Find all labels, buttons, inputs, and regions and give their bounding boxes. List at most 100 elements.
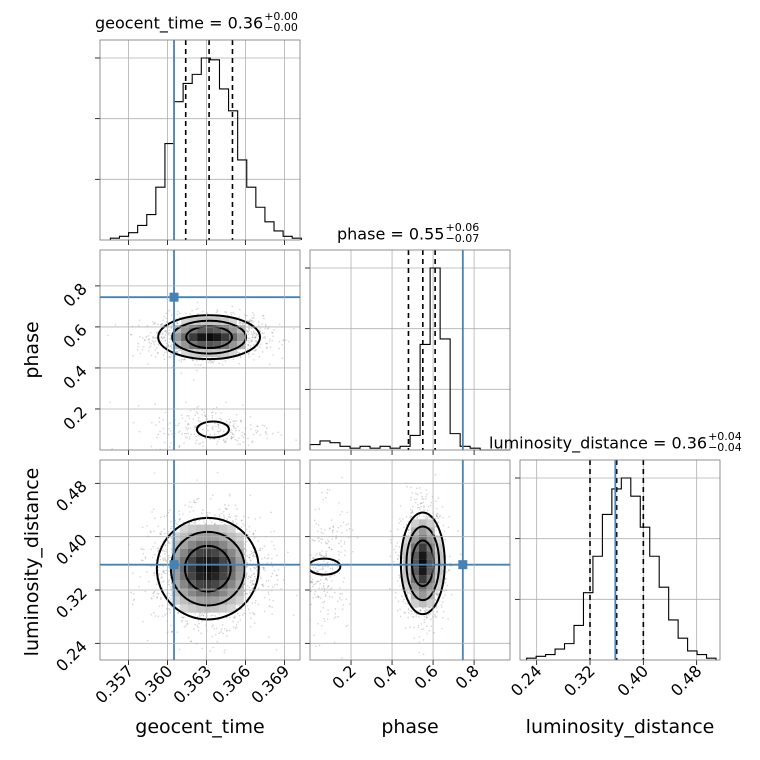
contour-secondary (310, 557, 342, 576)
histogram-geocent_time (109, 57, 302, 240)
density-cell (179, 540, 188, 549)
density-cell (402, 575, 411, 584)
contour-level-3 (155, 516, 260, 621)
panel-frame (309, 459, 511, 661)
panel-frame (99, 249, 301, 451)
contour-level-1 (183, 544, 232, 593)
density-cell (211, 524, 220, 533)
density-cell (235, 564, 244, 573)
density-cell (181, 317, 190, 326)
density-cell (181, 325, 190, 334)
density-cell (179, 572, 188, 581)
x-tick-label: 0.2 (328, 661, 359, 692)
density-cell (197, 341, 206, 350)
x-tick-label: 0.4 (369, 661, 400, 692)
x-tick-label: 0.360 (131, 661, 177, 707)
density-cell (426, 567, 435, 576)
density-cell (203, 564, 212, 573)
x-tick-label: 0.24 (507, 661, 546, 700)
density-cell (410, 535, 419, 544)
density-cell (187, 524, 196, 533)
density-cell (187, 572, 196, 581)
x-tick-label: 0.357 (92, 661, 138, 707)
density-cell (235, 548, 244, 557)
density-cell (211, 564, 220, 573)
panel-luminosity_distance-vs-geocent_time (100, 460, 300, 660)
density-cell (418, 551, 427, 560)
density-cell (410, 583, 419, 592)
y-tick-label: 0.8 (59, 279, 90, 310)
x-tick-label: 0.8 (451, 661, 482, 692)
density-cell (203, 596, 212, 605)
contour-level-1 (410, 539, 435, 588)
density-cell (235, 580, 244, 589)
density-cell (179, 588, 188, 597)
density-cell (195, 596, 204, 605)
density-cell (229, 325, 238, 334)
density-cell (418, 575, 427, 584)
density-cell (203, 548, 212, 557)
density-cell (211, 604, 220, 613)
density-cell (203, 604, 212, 613)
density-cell (187, 540, 196, 549)
density-cell (203, 540, 212, 549)
density-cell (402, 543, 411, 552)
density-cell (179, 548, 188, 557)
density-cell (227, 588, 236, 597)
x-tick-label: 0.6 (410, 661, 441, 692)
density-cell (195, 540, 204, 549)
density-cell (221, 333, 230, 342)
density-cell (418, 543, 427, 552)
density-cell (410, 519, 419, 528)
density-cell (426, 599, 435, 608)
density-cell (237, 333, 246, 342)
y-axis-label-phase: phase (21, 321, 43, 379)
density-cell (418, 519, 427, 528)
density-cell (227, 564, 236, 573)
panel-phase-hist (309, 249, 511, 451)
density-cell (203, 572, 212, 581)
density-cell (203, 556, 212, 565)
density-cell (181, 341, 190, 350)
density-cell (229, 333, 238, 342)
density-cell (171, 580, 180, 589)
density-cell (219, 564, 228, 573)
density-cell (171, 572, 180, 581)
density-cell (227, 580, 236, 589)
density-cell (418, 591, 427, 600)
y-tick-label: 0.24 (52, 637, 91, 676)
density-cell (211, 588, 220, 597)
density-cell (227, 524, 236, 533)
density-cell (426, 583, 435, 592)
panel-frame (99, 459, 301, 661)
panel-phase-vs-geocent_time (100, 250, 300, 450)
x-tick-label: 0.369 (247, 661, 293, 707)
y-tick-label: 0.6 (59, 320, 90, 351)
truth-marker (169, 292, 179, 302)
density-cell (211, 548, 220, 557)
density-cell (189, 333, 198, 342)
density-cell (179, 604, 188, 613)
contour-secondary (195, 420, 230, 439)
density-cell (219, 588, 228, 597)
density-cell (187, 556, 196, 565)
density-cell (203, 524, 212, 533)
y-tick-label: 0.2 (59, 402, 90, 433)
density-cell (418, 559, 427, 568)
density-cell (219, 556, 228, 565)
y-tick-label: 0.48 (52, 477, 91, 516)
density-cell (211, 580, 220, 589)
density-cell (203, 580, 212, 589)
density-cell (227, 556, 236, 565)
contour-level-2 (405, 525, 441, 602)
truth-marker (458, 560, 468, 570)
density-cell (189, 349, 198, 358)
density-cell (195, 604, 204, 613)
density-cell (187, 596, 196, 605)
density-cell (187, 564, 196, 573)
density-cell (171, 548, 180, 557)
density-cell (195, 548, 204, 557)
density-cell (195, 556, 204, 565)
density-cell (227, 596, 236, 605)
